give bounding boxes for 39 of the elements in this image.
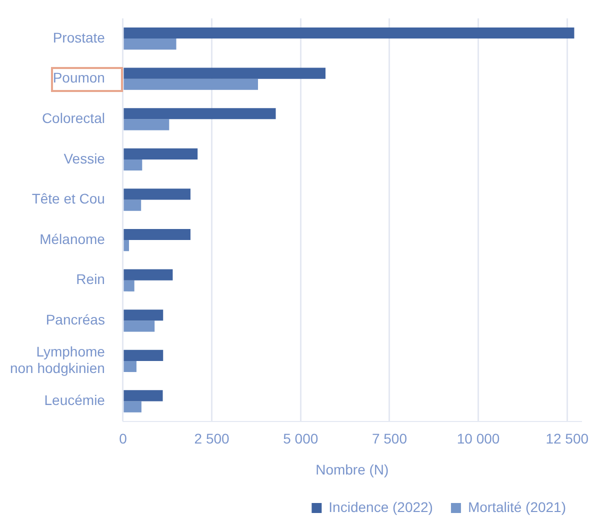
y-tick-label: Pancréas bbox=[46, 312, 105, 328]
bar bbox=[124, 280, 134, 292]
y-tick-label: Poumon bbox=[52, 70, 105, 86]
bar bbox=[124, 148, 198, 160]
bar bbox=[124, 159, 142, 171]
x-tick-label: 12 500 bbox=[546, 430, 589, 447]
y-tick-label: Prostate bbox=[52, 29, 106, 46]
x-tick-label: 7 500 bbox=[372, 430, 408, 447]
bar bbox=[124, 38, 176, 50]
bar bbox=[124, 350, 164, 361]
bar bbox=[124, 27, 574, 39]
bar bbox=[124, 240, 130, 252]
x-tick-label: 10 000 bbox=[456, 430, 500, 447]
bar bbox=[124, 390, 163, 402]
y-tick-label: Tête et Cou bbox=[32, 190, 105, 207]
x-tick-label: 5 000 bbox=[283, 430, 318, 447]
bar bbox=[124, 320, 155, 332]
y-tick-label: Vessie bbox=[64, 150, 106, 166]
bar bbox=[124, 228, 190, 240]
x-axis-title: Nombre (N) bbox=[316, 461, 389, 478]
bar bbox=[124, 401, 142, 412]
bar bbox=[124, 108, 276, 120]
y-tick-label: Rein bbox=[76, 271, 105, 288]
bar bbox=[124, 310, 164, 321]
legend-label: Incidence (2022) bbox=[328, 498, 433, 515]
x-tick-label: 2 500 bbox=[194, 430, 230, 447]
bar bbox=[124, 360, 136, 372]
y-tick-label: Mélanome bbox=[40, 230, 106, 247]
bar bbox=[124, 269, 173, 280]
bar bbox=[124, 68, 326, 79]
y-tick-label: Lymphome non hodgkinien bbox=[10, 343, 106, 376]
bar bbox=[124, 78, 258, 90]
y-tick-label: Colorectal bbox=[42, 110, 105, 126]
y-tick-label: Leucémie bbox=[44, 392, 106, 408]
bar bbox=[124, 200, 142, 211]
bar bbox=[124, 188, 190, 200]
x-tick-label: 0 bbox=[119, 430, 128, 447]
legend-label: Mortalité (2021) bbox=[468, 498, 566, 515]
bar bbox=[124, 119, 170, 130]
